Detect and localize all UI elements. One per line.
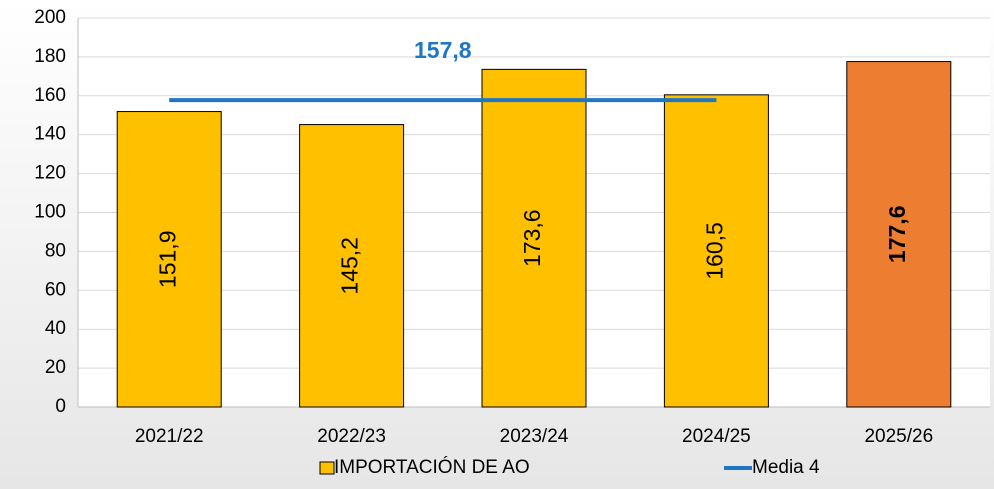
bar <box>299 124 405 408</box>
bar <box>846 61 952 408</box>
y-tick-label: 0 <box>55 396 66 417</box>
y-tick-label: 120 <box>34 163 66 184</box>
data-label: 145,2 <box>337 237 363 295</box>
y-tick-label: 200 <box>34 7 66 28</box>
y-tick-label: 160 <box>34 85 66 106</box>
data-label: 177,6 <box>884 206 910 264</box>
data-label: 173,6 <box>519 209 545 267</box>
x-tick-label: 2022/23 <box>317 426 386 447</box>
bar <box>116 111 222 408</box>
x-tick-label: 2021/22 <box>135 426 204 447</box>
y-tick-label: 140 <box>34 124 66 145</box>
data-label: 157,8 <box>414 37 472 63</box>
y-tick-label: 60 <box>45 279 66 300</box>
data-label: 151,9 <box>154 230 180 288</box>
y-tick-label: 100 <box>34 202 66 223</box>
x-tick-label: 2023/24 <box>500 426 569 447</box>
x-tick-label: 2024/25 <box>682 426 751 447</box>
bar <box>481 68 587 408</box>
y-tick-label: 180 <box>34 46 66 67</box>
data-label: 160,5 <box>701 222 727 280</box>
x-tick-label: 2025/26 <box>864 426 933 447</box>
legend-label: Media 4 <box>752 457 820 478</box>
legend-swatch <box>319 461 335 475</box>
legend-label: IMPORTACIÓN DE AO <box>334 456 530 478</box>
y-tick-label: 80 <box>45 240 66 261</box>
bar <box>663 94 769 408</box>
y-tick-label: 20 <box>45 357 66 378</box>
y-tick-label: 40 <box>45 318 66 339</box>
